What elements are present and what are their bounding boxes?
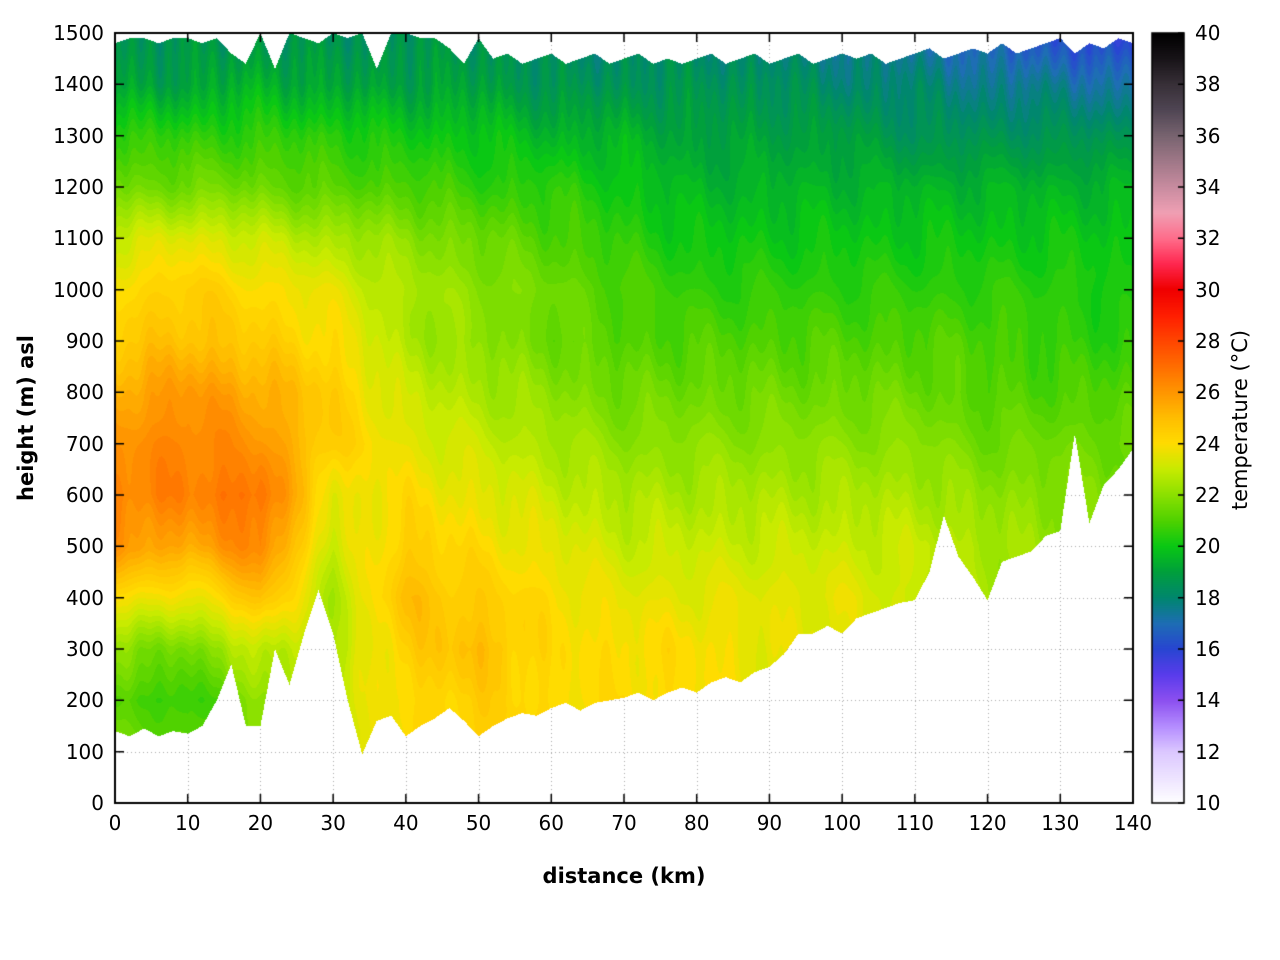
y-tick-label: 1200 <box>53 175 104 199</box>
x-tick-label: 50 <box>465 811 492 835</box>
x-tick-label: 90 <box>756 811 783 835</box>
colorbar-tick-label: 18 <box>1195 585 1221 610</box>
colorbar-tick-label: 38 <box>1195 72 1221 97</box>
y-tick-label: 800 <box>65 380 104 405</box>
y-axis-label: height (m) asl <box>14 335 38 501</box>
x-tick-label: 100 <box>823 811 862 835</box>
colorbar-tick-label: 22 <box>1195 483 1221 507</box>
colorbar-tick-label: 34 <box>1195 175 1221 199</box>
colorbar-tick-label: 10 <box>1195 791 1221 815</box>
colorbar-tick-label: 16 <box>1195 637 1221 661</box>
y-tick-label: 500 <box>65 534 104 559</box>
y-tick-label: 200 <box>65 688 104 713</box>
y-tick-label: 1500 <box>53 21 104 45</box>
y-tick-label: 900 <box>65 329 104 353</box>
colorbar-tick-label: 36 <box>1195 123 1221 148</box>
x-tick-label: 60 <box>538 811 565 835</box>
x-tick-label: 130 <box>1041 811 1080 835</box>
colorbar-tick-label: 14 <box>1195 688 1221 713</box>
x-tick-label: 20 <box>247 811 274 835</box>
x-tick-label: 40 <box>393 811 419 835</box>
colorbar-tick-label: 24 <box>1195 431 1221 456</box>
colorbar-tick-label: 30 <box>1195 277 1221 302</box>
y-tick-label: 1000 <box>53 277 104 302</box>
colorbar-label: temperature (°C) <box>1228 329 1252 511</box>
y-tick-label: 600 <box>65 483 104 507</box>
x-tick-label: 10 <box>174 811 201 835</box>
y-tick-label: 1300 <box>53 123 104 148</box>
colorbar-tick-label: 20 <box>1195 534 1221 559</box>
y-tick-label: 100 <box>65 739 104 764</box>
colorbar-tick-label: 32 <box>1195 226 1221 251</box>
colorbar-tick-label: 40 <box>1195 21 1221 45</box>
x-tick-label: 0 <box>108 811 122 835</box>
x-axis-label: distance (km) <box>542 864 706 888</box>
x-tick-label: 80 <box>683 811 710 835</box>
colorbar-tick-label: 12 <box>1195 739 1221 764</box>
y-tick-label: 400 <box>65 585 104 610</box>
y-tick-label: 300 <box>65 637 104 661</box>
colorbar-tick-label: 26 <box>1195 380 1221 405</box>
x-tick-label: 140 <box>1113 811 1153 835</box>
y-tick-label: 0 <box>91 791 104 815</box>
x-tick-label: 70 <box>611 811 637 835</box>
x-tick-label: 110 <box>895 811 934 835</box>
y-tick-label: 700 <box>65 431 104 456</box>
colorbar-tick-label: 28 <box>1195 329 1221 353</box>
y-tick-label: 1100 <box>53 226 104 251</box>
x-tick-label: 120 <box>968 811 1007 835</box>
y-tick-label: 1400 <box>53 72 104 97</box>
x-tick-label: 30 <box>320 811 346 835</box>
